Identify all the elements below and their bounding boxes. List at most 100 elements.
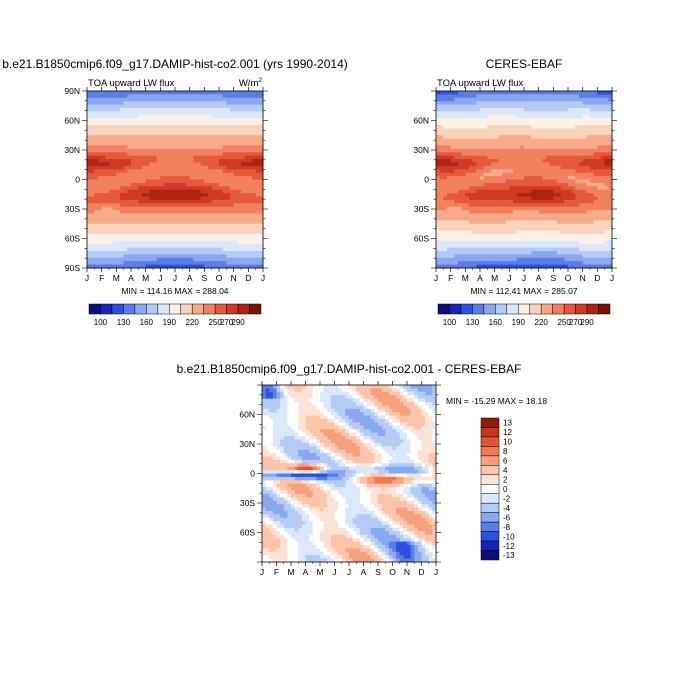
model-cell <box>101 247 106 252</box>
obs-cell <box>447 179 452 184</box>
obs-cell <box>447 135 452 140</box>
obs-cell <box>505 131 510 136</box>
model-cell <box>175 148 180 153</box>
model-cell <box>248 111 253 116</box>
model-cell <box>244 91 249 95</box>
model-cell <box>156 179 161 184</box>
model-cell <box>255 230 260 235</box>
obs-cell <box>590 220 595 225</box>
model-cell <box>230 199 235 204</box>
obs-cell <box>593 125 598 129</box>
model-cell <box>127 111 132 116</box>
obs-cell <box>483 206 488 211</box>
model-cell <box>105 118 110 123</box>
model-cell <box>120 165 125 170</box>
model-cell <box>255 186 260 191</box>
model-cell <box>145 250 150 255</box>
model-cell <box>189 227 194 231</box>
model-cell <box>186 179 191 184</box>
model-cell <box>109 230 114 235</box>
obs-cell <box>483 97 488 102</box>
obs-cell <box>608 250 613 255</box>
obs-cell <box>601 91 606 95</box>
obs-cell <box>601 196 606 201</box>
obs-cell <box>516 216 521 221</box>
model-cell <box>116 165 121 170</box>
model-cell <box>186 254 191 259</box>
obs-cell <box>608 199 613 204</box>
model-cell <box>208 193 213 197</box>
obs-cell <box>604 121 609 126</box>
model-cell <box>171 169 176 174</box>
model-cell <box>248 159 253 163</box>
obs-cell <box>557 91 562 95</box>
obs-cell <box>590 128 595 133</box>
model-cell <box>94 213 99 218</box>
obs-cell <box>502 193 507 197</box>
model-cell <box>208 101 213 106</box>
model-cell <box>189 145 194 150</box>
obs-cell <box>557 172 562 177</box>
model-cell <box>241 223 246 228</box>
model-cell <box>186 227 191 231</box>
obs-cell <box>568 227 573 231</box>
obs-cell <box>553 165 558 170</box>
model-cell <box>241 114 246 119</box>
obs-cell <box>491 125 496 129</box>
model-cell <box>241 111 246 116</box>
obs-cell <box>546 213 551 218</box>
obs-cell <box>564 172 569 177</box>
model-cell <box>255 213 260 218</box>
obs-cell <box>469 213 474 218</box>
obs-cell <box>527 135 532 140</box>
model-y-tick-label: 90N <box>64 86 80 96</box>
model-cell <box>252 138 257 143</box>
model-cell <box>193 193 198 197</box>
obs-cell <box>553 121 558 126</box>
obs-cell <box>483 138 488 143</box>
obs-cell <box>436 131 441 136</box>
obs-cell <box>480 254 485 259</box>
model-cell <box>160 128 165 133</box>
obs-cell <box>538 203 543 208</box>
model-cell <box>259 186 264 191</box>
model-cell <box>241 169 246 174</box>
obs-cell <box>575 227 580 231</box>
obs-cell <box>524 162 529 167</box>
model-cell <box>94 189 99 194</box>
model-cell <box>233 216 238 221</box>
model-cell <box>142 199 147 204</box>
obs-cell <box>494 91 499 95</box>
obs-cell <box>509 250 514 255</box>
obs-cell <box>575 162 580 167</box>
model-cell <box>138 237 143 242</box>
obs-cell <box>546 199 551 204</box>
obs-cell <box>436 257 441 262</box>
obs-cell <box>505 233 510 238</box>
model-cell <box>90 135 95 140</box>
model-cell <box>120 94 125 99</box>
model-cell <box>127 97 132 102</box>
obs-cell <box>472 91 477 95</box>
model-cell <box>116 114 121 119</box>
model-cell <box>164 216 169 221</box>
model-cell <box>105 152 110 157</box>
obs-cell <box>461 155 466 160</box>
obs-cell <box>494 186 499 191</box>
model-cell <box>167 101 172 106</box>
model-cell <box>112 227 117 231</box>
model-cell <box>167 169 172 174</box>
obs-cell <box>487 94 492 99</box>
obs-cell <box>549 193 554 197</box>
model-cell <box>127 203 132 208</box>
obs-cell <box>454 128 459 133</box>
obs-cell <box>604 101 609 106</box>
obs-cell <box>564 111 569 116</box>
model-cell <box>145 118 150 123</box>
model-cell <box>109 250 114 255</box>
model-cell <box>233 165 238 170</box>
model-cell <box>131 152 136 157</box>
obs-cell <box>465 128 470 133</box>
model-cell <box>160 237 165 242</box>
model-cell <box>160 114 165 119</box>
